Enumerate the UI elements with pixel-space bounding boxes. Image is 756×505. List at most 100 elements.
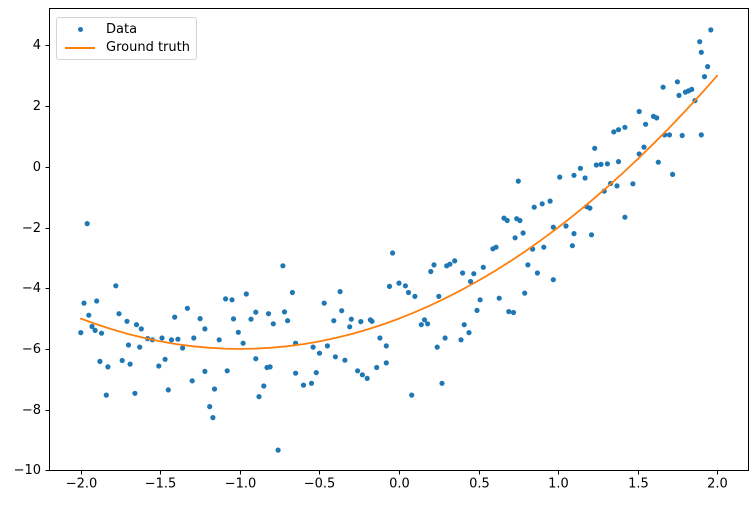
scatter-point [436, 293, 442, 299]
x-tick-label: 0.0 [389, 477, 410, 492]
scatter-point [243, 291, 249, 297]
scatter-point [230, 316, 237, 322]
legend-label-ground-truth: Ground truth [106, 40, 190, 56]
scatter-point [670, 171, 676, 177]
scatter-point [563, 223, 569, 229]
scatter-point [202, 368, 208, 374]
scatter-point [461, 322, 467, 328]
scatter-point [86, 312, 92, 318]
scatter-point [78, 330, 84, 336]
scatter-point [332, 354, 338, 360]
scatter-point [289, 289, 295, 296]
scatter-point [520, 230, 526, 236]
scatter-point [253, 309, 259, 315]
y-tick-label: −4 [22, 281, 41, 296]
scatter-point [615, 159, 622, 165]
scatter-point [235, 329, 241, 335]
scatter-point [119, 357, 125, 364]
scatter-point [547, 198, 553, 204]
scatter-point [522, 290, 528, 296]
y-tick-label: 4 [33, 38, 41, 53]
scatter-point [550, 224, 556, 230]
scatter-point [127, 361, 133, 367]
scatter-point [98, 330, 105, 336]
scatter-point [592, 145, 598, 151]
scatter-point [604, 161, 611, 167]
scatter-point [654, 115, 660, 121]
scatter-point [636, 108, 642, 115]
scatter-point [94, 298, 100, 304]
scatter-point [159, 335, 165, 341]
scatter-point [265, 311, 272, 317]
scatter-point [253, 356, 259, 362]
line-sample-icon [65, 46, 95, 49]
scatter-point [358, 319, 364, 325]
scatter-point [689, 86, 695, 92]
scatter-point [698, 49, 704, 55]
scatter-point [210, 415, 216, 421]
scatter-point [172, 314, 178, 320]
x-tick-label: 1.0 [548, 477, 569, 492]
ground-truth-curve [79, 74, 719, 350]
scatter-point [493, 244, 499, 250]
scatter-point [324, 343, 330, 349]
scatter-point [124, 318, 130, 324]
scatter-point [447, 261, 453, 267]
axes-frame [49, 8, 749, 471]
scatter-point [355, 368, 361, 374]
scatter-point [458, 337, 464, 343]
x-tick-label: 0.5 [469, 477, 490, 492]
scatter-point [666, 132, 673, 138]
scatter-point [569, 243, 576, 249]
x-tick-label: −2.0 [66, 477, 98, 492]
scatter-point [374, 364, 380, 371]
y-tick-label: 2 [33, 99, 41, 114]
scatter-point [588, 232, 595, 238]
y-tick-label: −8 [22, 403, 41, 418]
scatter-point [224, 368, 230, 374]
scatter-point [541, 244, 547, 250]
scatter-point [191, 335, 197, 341]
scatter-point [431, 262, 437, 268]
scatter-point [197, 316, 203, 322]
scatter-point [229, 297, 235, 303]
scatter-point [525, 262, 531, 268]
scatter-point [337, 289, 343, 295]
scatter-point [211, 386, 218, 392]
scatter-point [331, 318, 337, 324]
scatter-point [517, 217, 523, 224]
scatter-point [386, 283, 393, 289]
x-tick-label: 2.0 [707, 477, 728, 492]
scatter-point [137, 344, 143, 350]
scatter-point [705, 64, 711, 70]
scatter-point [339, 308, 345, 314]
scatter-point [223, 296, 229, 302]
scatter-point [84, 221, 90, 227]
scatter-point [412, 293, 418, 299]
legend-marker-area [63, 46, 97, 49]
scatter-point [674, 79, 681, 85]
scatter-point [409, 392, 415, 398]
scatter-point [418, 322, 424, 328]
scatter-point [405, 289, 412, 296]
scatter-point [615, 127, 622, 133]
scatter-point [364, 375, 370, 381]
x-tick-label: 1.5 [628, 477, 649, 492]
scatter-point [293, 370, 299, 376]
scatter-point [622, 214, 628, 220]
scatter-point [97, 358, 103, 364]
scatter-point [396, 280, 402, 286]
x-tick-label: −1.5 [145, 477, 177, 492]
scatter-point [531, 204, 537, 210]
scatter-point [165, 387, 171, 393]
legend-item-ground-truth: Ground truth [63, 39, 190, 58]
scatter-point [359, 372, 365, 378]
scatter-point [281, 309, 288, 315]
scatter-point [207, 404, 213, 410]
scatter-point [184, 305, 190, 311]
scatter-point [571, 172, 577, 178]
scatter-point [660, 84, 666, 90]
scatter-point [189, 378, 195, 384]
